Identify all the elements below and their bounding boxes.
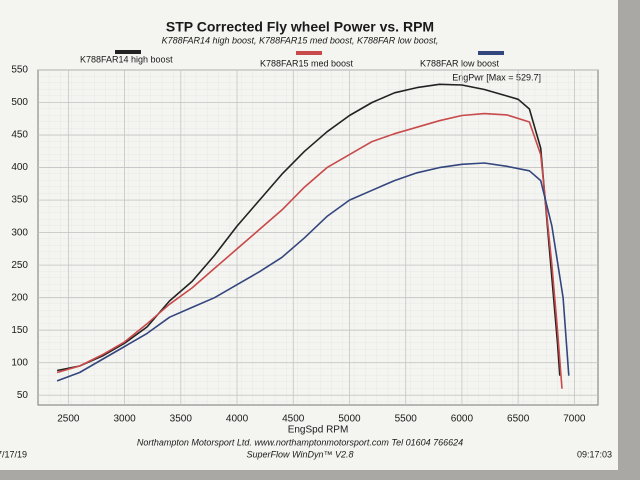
x-tick-label: 5500 [395, 414, 418, 425]
footer: Northampton Motorsport Ltd. www.northamp… [137, 437, 463, 447]
y-tick-label: 500 [11, 97, 28, 108]
y-tick-label: 450 [11, 130, 28, 141]
software: SuperFlow WinDyn™ V2.8 [247, 449, 354, 459]
x-tick-label: 6000 [451, 414, 474, 425]
legend-label: K788FAR15 med boost [260, 58, 354, 68]
legend-label: K788FAR14 high boost [80, 54, 173, 64]
x-tick-label: 3500 [170, 414, 193, 425]
y-tick-label: 200 [11, 292, 28, 303]
date: 7/17/19 [0, 449, 27, 459]
x-tick-label: 6500 [507, 414, 530, 425]
chart-subtitle: K788FAR14 high boost, K788FAR15 med boos… [162, 35, 439, 45]
y-tick-label: 400 [11, 162, 28, 173]
legend-label: K788FAR low boost [420, 58, 500, 68]
chart-title: STP Corrected Fly wheel Power vs. RPM [166, 19, 434, 35]
annotation: EngPwr [Max = 529.7] [452, 72, 541, 82]
x-axis-label: EngSpd RPM [288, 425, 349, 436]
time: 09:17:03 [577, 449, 612, 459]
x-tick-label: 4500 [282, 414, 305, 425]
x-tick-label: 2500 [57, 414, 80, 425]
x-tick-label: 7000 [563, 414, 586, 425]
line [56, 162, 570, 382]
x-tick-label: 3000 [113, 414, 136, 425]
plot-area [37, 69, 599, 406]
x-tick-label: 4000 [226, 414, 249, 425]
line [56, 112, 563, 389]
y-tick-label: 100 [11, 357, 28, 368]
x-tick-label: 5000 [338, 414, 361, 425]
y-tick-label: 150 [11, 325, 28, 336]
y-tick-label: 250 [11, 260, 28, 271]
y-tick-label: 50 [17, 390, 29, 401]
y-tick-label: 300 [11, 227, 28, 238]
y-tick-label: 550 [11, 65, 28, 76]
y-tick-label: 350 [11, 195, 28, 206]
